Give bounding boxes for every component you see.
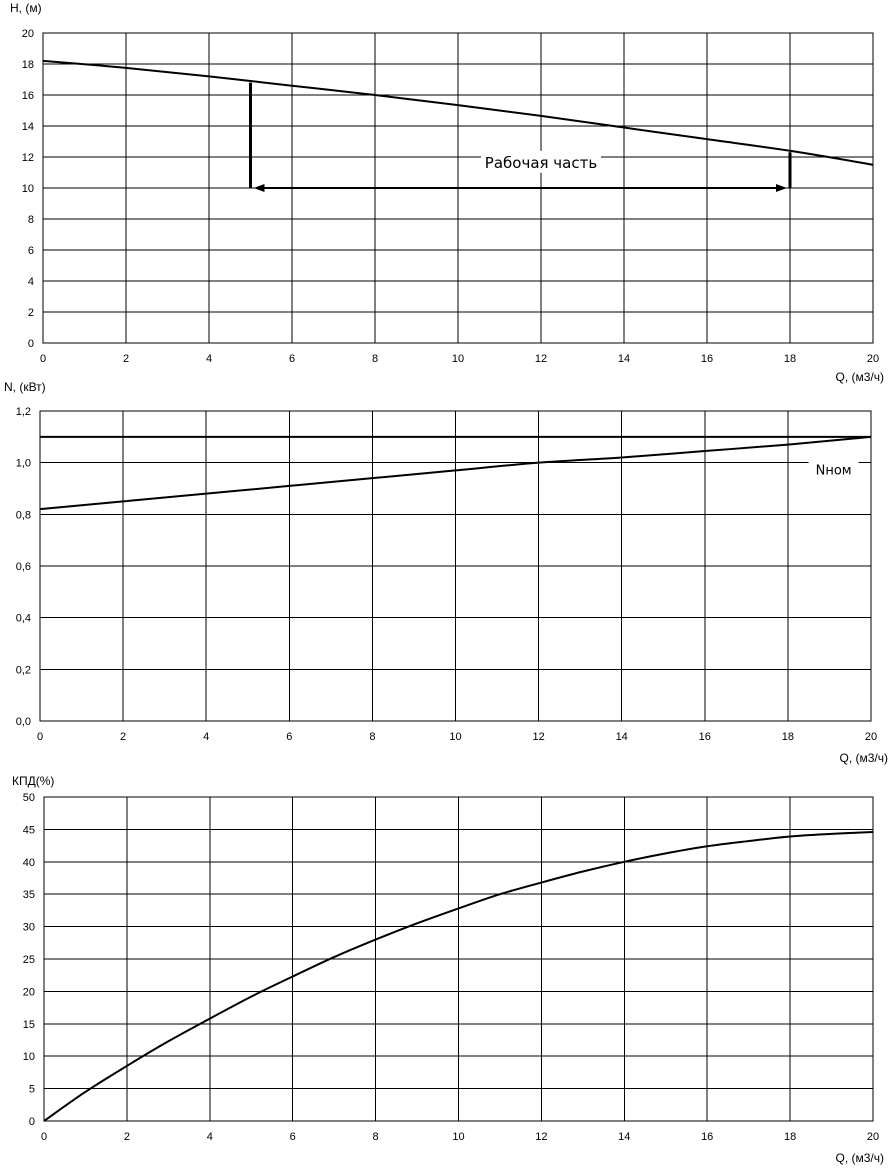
x-tick-label: 14 <box>616 731 628 743</box>
x-tick-label: 2 <box>120 731 126 743</box>
y-tick-label: 0 <box>28 338 34 350</box>
y-tick-label: 20 <box>23 986 35 998</box>
y-tick-label: 0,8 <box>16 509 31 521</box>
y-tick-label: 1,0 <box>16 458 31 470</box>
x-tick-label: 18 <box>782 731 794 743</box>
y-tick-label: 0 <box>29 1116 35 1128</box>
series-line-1 <box>42 59 874 166</box>
x-tick-label: 10 <box>449 731 461 743</box>
y-axis-label: H, (м) <box>10 1 42 15</box>
arrow-head-right <box>776 184 787 192</box>
y-tick-label: 8 <box>28 214 34 226</box>
y-tick-label: 6 <box>28 245 34 257</box>
y-tick-label: 1,2 <box>16 406 31 418</box>
x-tick-label: 0 <box>40 353 46 365</box>
y-tick-label: 0,2 <box>16 664 31 676</box>
x-tick-label: 10 <box>452 353 464 365</box>
y-tick-label: 10 <box>23 1051 35 1063</box>
y-tick-label: 35 <box>23 889 35 901</box>
x-axis-label: Q, (м3/ч) <box>835 1151 884 1165</box>
y-tick-label: 12 <box>22 152 34 164</box>
y-tick-label: 30 <box>23 922 35 934</box>
x-tick-label: 8 <box>373 1131 379 1143</box>
working-range-label: Рабочая часть <box>485 154 597 172</box>
x-tick-label: 14 <box>618 1131 630 1143</box>
x-tick-label: 16 <box>701 353 713 365</box>
x-tick-label: 20 <box>867 353 879 365</box>
y-tick-label: 18 <box>22 59 34 71</box>
chart-3: 0 2 4 6 8 10 12 14 16 18 20 0 5 10 15 20 25 30 35 40 45 50 КПД… <box>12 774 884 1165</box>
arrow-head-left <box>253 184 265 192</box>
x-axis-label: Q, (м3/ч) <box>835 370 884 384</box>
x-tick-label: 18 <box>784 353 796 365</box>
nominal-power-label: Nном <box>816 463 852 478</box>
y-tick-label: 40 <box>23 857 35 869</box>
y-tick-label: 16 <box>22 90 34 102</box>
chart-1: 0 2 4 6 8 10 12 14 16 18 20 0 2 4 6 8 10 12 14 16 18 20 H, (м)… <box>10 1 884 384</box>
y-tick-label: 10 <box>22 183 34 195</box>
x-tick-label: 6 <box>286 731 292 743</box>
x-tick-label: 8 <box>369 731 375 743</box>
x-tick-label: 20 <box>867 1131 879 1143</box>
y-tick-label: 2 <box>28 307 34 319</box>
x-tick-label: 16 <box>699 731 711 743</box>
x-tick-label: 8 <box>372 353 378 365</box>
x-tick-label: 16 <box>701 1131 713 1143</box>
x-tick-label: 0 <box>41 1131 47 1143</box>
y-tick-label: 14 <box>22 121 34 133</box>
y-tick-label: 4 <box>28 276 34 288</box>
x-tick-label: 12 <box>535 1131 547 1143</box>
series-line-1 <box>43 830 874 1122</box>
y-axis-label: N, (кВт) <box>4 380 46 394</box>
x-tick-label: 14 <box>618 353 630 365</box>
chart-2: 0 2 4 6 8 10 12 14 16 18 20 0,0 0,2 0,4 0,6 0,8 1,0 1,2 N,… <box>4 380 888 765</box>
x-tick-label: 0 <box>37 731 43 743</box>
x-tick-label: 4 <box>203 731 209 743</box>
y-tick-label: 0,0 <box>16 716 31 728</box>
x-tick-label: 18 <box>784 1131 796 1143</box>
x-tick-label: 20 <box>865 731 877 743</box>
x-tick-label: 12 <box>532 731 544 743</box>
annotation-bg <box>481 150 601 173</box>
y-tick-label: 0,6 <box>16 561 31 573</box>
y-tick-label: 5 <box>29 1084 35 1096</box>
x-axis-label: Q, (м3/ч) <box>839 751 888 765</box>
x-tick-label: 4 <box>207 1131 213 1143</box>
y-tick-label: 15 <box>23 1019 35 1031</box>
x-tick-label: 2 <box>123 353 129 365</box>
annotation-bg <box>808 459 859 480</box>
y-axis-label: КПД(%) <box>12 774 54 788</box>
x-tick-label: 6 <box>289 353 295 365</box>
y-tick-label: 25 <box>23 954 35 966</box>
x-tick-label: 10 <box>452 1131 464 1143</box>
y-tick-label: 20 <box>22 28 34 40</box>
x-tick-label: 2 <box>124 1131 130 1143</box>
y-tick-label: 45 <box>23 824 35 836</box>
series-line-1 <box>39 435 872 511</box>
x-tick-label: 12 <box>535 353 547 365</box>
x-tick-label: 6 <box>290 1131 296 1143</box>
y-tick-label: 50 <box>23 792 35 804</box>
y-tick-label: 0,4 <box>16 613 31 625</box>
x-tick-label: 4 <box>206 353 212 365</box>
